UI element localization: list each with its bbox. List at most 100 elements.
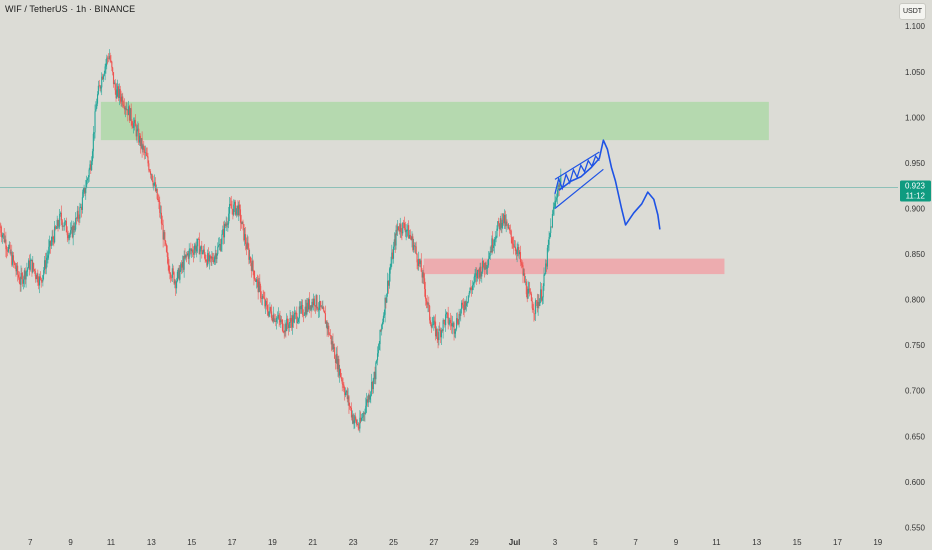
candle[interactable] xyxy=(311,301,313,310)
candle[interactable] xyxy=(312,301,314,306)
candle[interactable] xyxy=(406,230,408,231)
candle[interactable] xyxy=(76,210,78,219)
candle[interactable] xyxy=(475,273,477,276)
candle[interactable] xyxy=(250,256,252,263)
candle[interactable] xyxy=(84,187,86,194)
candle[interactable] xyxy=(255,279,258,282)
candle[interactable] xyxy=(377,349,379,354)
candle[interactable] xyxy=(359,417,361,429)
candle[interactable] xyxy=(209,255,211,257)
candle[interactable] xyxy=(176,271,178,282)
candle[interactable] xyxy=(194,245,196,250)
candle[interactable] xyxy=(350,407,353,418)
candle[interactable] xyxy=(410,237,412,240)
candle[interactable] xyxy=(384,297,386,315)
candle[interactable] xyxy=(329,335,331,336)
candle[interactable] xyxy=(123,104,125,107)
candle[interactable] xyxy=(38,282,40,286)
candle[interactable] xyxy=(524,281,527,283)
candle[interactable] xyxy=(339,369,342,378)
candle[interactable] xyxy=(113,82,115,85)
candle[interactable] xyxy=(278,315,280,319)
candle[interactable] xyxy=(387,280,390,286)
candle[interactable] xyxy=(344,390,346,396)
candle[interactable] xyxy=(234,201,236,205)
candle[interactable] xyxy=(502,213,504,223)
candle[interactable] xyxy=(549,232,551,238)
candle[interactable] xyxy=(317,308,319,311)
candle[interactable] xyxy=(64,221,66,227)
candle[interactable] xyxy=(2,233,4,235)
candle[interactable] xyxy=(530,293,532,301)
candle[interactable] xyxy=(181,263,183,268)
candle[interactable] xyxy=(279,318,281,323)
candle[interactable] xyxy=(398,226,400,231)
candle[interactable] xyxy=(419,258,421,264)
candle[interactable] xyxy=(409,234,411,238)
candle[interactable] xyxy=(1,232,3,238)
candle[interactable] xyxy=(107,58,110,59)
candle[interactable] xyxy=(521,263,523,266)
candle[interactable] xyxy=(533,309,535,314)
candle[interactable] xyxy=(44,260,46,269)
candle[interactable] xyxy=(110,60,112,62)
candle[interactable] xyxy=(441,329,443,332)
candle[interactable] xyxy=(8,244,10,247)
candle[interactable] xyxy=(414,246,416,248)
candle[interactable] xyxy=(530,292,532,294)
candle[interactable] xyxy=(551,213,553,228)
candle[interactable] xyxy=(347,396,349,400)
candle[interactable] xyxy=(71,227,73,238)
candle[interactable] xyxy=(197,238,199,240)
candle[interactable] xyxy=(452,323,454,324)
candle[interactable] xyxy=(213,257,215,263)
candle[interactable] xyxy=(158,200,160,202)
candle[interactable] xyxy=(140,138,142,147)
candle[interactable] xyxy=(7,246,9,252)
candle[interactable] xyxy=(391,252,393,264)
candle[interactable] xyxy=(287,324,289,328)
candle[interactable] xyxy=(165,244,168,252)
candle[interactable] xyxy=(73,225,75,230)
candle[interactable] xyxy=(364,413,366,415)
candle[interactable] xyxy=(407,225,409,231)
candle[interactable] xyxy=(109,56,111,61)
candle[interactable] xyxy=(16,265,18,272)
candle[interactable] xyxy=(350,406,352,408)
candle[interactable] xyxy=(121,96,123,102)
candle[interactable] xyxy=(388,273,390,286)
candle[interactable] xyxy=(512,243,514,245)
candle[interactable] xyxy=(477,269,479,279)
candle[interactable] xyxy=(241,221,243,224)
candle[interactable] xyxy=(24,270,26,280)
candle[interactable] xyxy=(427,303,429,305)
candle[interactable] xyxy=(412,236,414,250)
candle[interactable] xyxy=(482,260,484,272)
candle[interactable] xyxy=(176,281,178,289)
candle[interactable] xyxy=(70,227,73,231)
candle[interactable] xyxy=(461,302,464,305)
candle[interactable] xyxy=(89,164,91,170)
candle[interactable] xyxy=(494,238,496,240)
candle[interactable] xyxy=(547,244,549,248)
candle[interactable] xyxy=(232,209,234,215)
candle[interactable] xyxy=(506,221,508,225)
candle[interactable] xyxy=(420,260,422,272)
candle[interactable] xyxy=(27,268,29,270)
candle[interactable] xyxy=(277,315,279,318)
candle[interactable] xyxy=(227,223,229,225)
candle[interactable] xyxy=(404,228,406,233)
candle[interactable] xyxy=(526,294,528,299)
candle[interactable] xyxy=(554,200,556,207)
candle[interactable] xyxy=(536,300,538,308)
candle[interactable] xyxy=(25,271,27,280)
candle[interactable] xyxy=(437,337,439,341)
candle[interactable] xyxy=(162,224,164,240)
candle[interactable] xyxy=(408,225,410,239)
candle[interactable] xyxy=(224,223,226,227)
candle[interactable] xyxy=(291,321,293,328)
candle[interactable] xyxy=(47,255,49,258)
candle[interactable] xyxy=(426,300,428,305)
candle[interactable] xyxy=(290,317,292,322)
candle[interactable] xyxy=(26,269,28,272)
